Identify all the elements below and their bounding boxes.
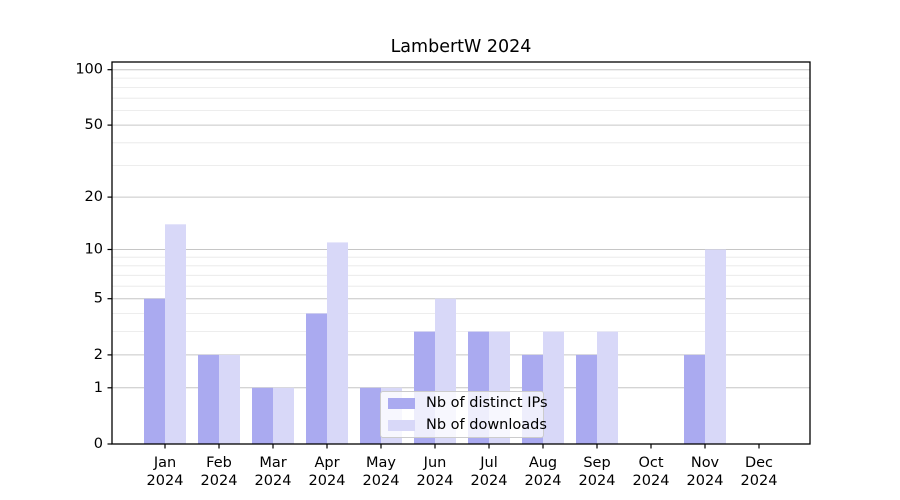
x-tick-label-year: 2024 (255, 473, 292, 489)
x-tick-label-month: Apr (314, 455, 339, 471)
x-tick-label-month: Jul (479, 455, 498, 471)
bar-sep-series-0 (576, 354, 597, 444)
legend-item-downloads: Nb of downloads (388, 416, 547, 435)
x-tick-label-year: 2024 (633, 473, 670, 489)
legend-item-distinct-ips: Nb of distinct IPs (388, 394, 548, 413)
bar-feb-series-1 (219, 354, 240, 444)
x-tick-label-month: Nov (691, 455, 720, 471)
x-tick-label-year: 2024 (579, 473, 616, 489)
y-tick-label: 10 (85, 242, 103, 258)
y-tick-label: 0 (94, 436, 103, 452)
y-tick-label: 20 (85, 189, 103, 205)
x-tick-label-year: 2024 (525, 473, 562, 489)
plot-border (111, 61, 811, 445)
x-tick-label-year: 2024 (741, 473, 778, 489)
chart-title: LambertW 2024 (391, 37, 532, 57)
x-tick-label-month: Mar (259, 455, 286, 471)
bar-feb-series-0 (198, 354, 219, 444)
x-tick-label-year: 2024 (363, 473, 400, 489)
bar-nov-series-1 (705, 249, 726, 444)
legend: Nb of distinct IPs Nb of downloads (380, 391, 548, 438)
y-tick-label: 100 (75, 62, 103, 78)
x-tick-label-month: Feb (206, 455, 232, 471)
bar-sep-series-1 (597, 331, 618, 444)
x-tick-label-month: Jan (153, 455, 176, 471)
legend-label-downloads: Nb of downloads (426, 417, 547, 434)
legend-swatch-downloads (388, 420, 415, 431)
x-tick-label-month: Jun (423, 455, 447, 471)
bar-may-series-0 (360, 387, 381, 444)
x-tick-label-year: 2024 (417, 473, 454, 489)
x-tick-label-year: 2024 (687, 473, 724, 489)
legend-swatch-distinct-ips (388, 398, 415, 409)
y-tick-label: 2 (94, 347, 103, 363)
legend-label-distinct-ips: Nb of distinct IPs (426, 395, 548, 412)
bar-mar-series-0 (252, 387, 273, 444)
bar-aug-series-1 (543, 331, 564, 444)
x-tick-label-month: Dec (745, 455, 773, 471)
bar-nov-series-0 (684, 354, 705, 444)
x-tick-label-month: May (366, 455, 396, 471)
bar-mar-series-1 (273, 387, 294, 444)
x-axis-ticks: Jan 2024 Feb 2024 Mar 2024 Apr 2024 May 2024 Jun 20… (147, 444, 778, 489)
x-tick-label-year: 2024 (309, 473, 346, 489)
bar-jan-series-0 (144, 298, 165, 444)
bar-jan-series-1 (165, 224, 186, 444)
x-tick-label-year: 2024 (201, 473, 238, 489)
y-tick-label: 50 (85, 117, 103, 133)
bar-apr-series-0 (306, 313, 327, 444)
y-tick-label: 1 (94, 380, 103, 396)
bar-apr-series-1 (327, 242, 348, 444)
gridlines-minor (112, 77, 810, 333)
x-tick-label-month: Sep (583, 455, 610, 471)
x-tick-label-month: Aug (529, 455, 557, 471)
x-tick-label-month: Oct (638, 455, 663, 471)
x-tick-label-year: 2024 (147, 473, 184, 489)
x-tick-label-year: 2024 (471, 473, 508, 489)
y-tick-label: 5 (94, 291, 103, 307)
